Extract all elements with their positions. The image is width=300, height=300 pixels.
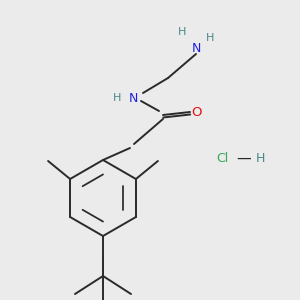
Text: N: N	[128, 92, 138, 104]
Text: H: H	[206, 33, 214, 43]
Text: Cl: Cl	[216, 152, 228, 164]
Text: H: H	[113, 93, 121, 103]
Text: H: H	[255, 152, 265, 164]
Text: H: H	[178, 27, 186, 37]
Text: N: N	[191, 41, 201, 55]
Text: —: —	[237, 151, 251, 166]
Text: O: O	[191, 106, 201, 118]
